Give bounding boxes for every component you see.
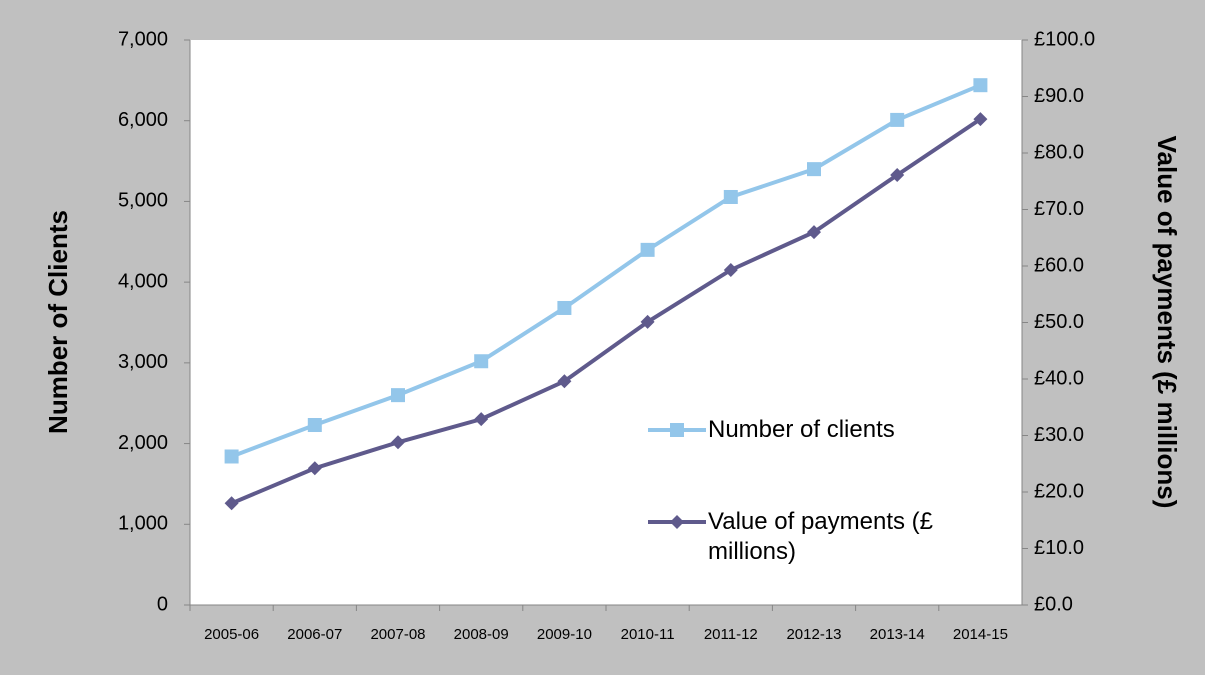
marker — [973, 112, 988, 127]
y2-tick-label: £80.0 — [1034, 141, 1084, 163]
marker — [807, 162, 821, 177]
y-tick-label: 3,000 — [118, 351, 168, 373]
x-tick-label: 2008-09 — [454, 626, 509, 643]
marker — [391, 435, 405, 450]
y2-tick-label: £60.0 — [1034, 254, 1084, 276]
y2-tick-label: £70.0 — [1034, 198, 1084, 220]
marker — [973, 78, 988, 93]
x-tick-label: 2011-12 — [704, 626, 758, 643]
y2-axis-title: Value of payments (£ millions) — [1152, 136, 1182, 509]
x-tick-label: 2005-06 — [204, 626, 259, 643]
marker — [307, 418, 322, 433]
y2-tick-label: £30.0 — [1034, 424, 1084, 446]
marker — [670, 423, 684, 437]
marker — [474, 412, 489, 427]
y-tick-label: 6,000 — [118, 109, 168, 131]
marker — [640, 314, 655, 329]
y-tick-label: 4,000 — [118, 270, 168, 292]
y2-tick-label: £100.0 — [1034, 28, 1095, 50]
y-tick-label: 7,000 — [118, 28, 168, 50]
x-tick-label: 2014-15 — [953, 626, 1008, 643]
marker — [890, 112, 905, 127]
legend-label: Value of payments (£ millions) — [708, 508, 934, 565]
y2-tick-label: £40.0 — [1034, 367, 1084, 389]
marker — [391, 388, 405, 403]
marker — [557, 300, 572, 315]
marker — [723, 189, 738, 204]
marker — [723, 262, 738, 277]
x-tick-label: 2012-13 — [786, 626, 841, 643]
y-tick-label: 0 — [157, 593, 168, 615]
y2-tick-label: £10.0 — [1034, 537, 1084, 559]
marker — [807, 225, 821, 240]
y2-tick-label: £0.0 — [1034, 593, 1073, 615]
marker — [640, 242, 655, 257]
y2-tick-label: £90.0 — [1034, 85, 1084, 107]
plot-area — [190, 40, 1022, 605]
marker — [890, 168, 905, 183]
y-tick-label: 5,000 — [118, 190, 168, 212]
marker — [224, 449, 239, 464]
legend-label: Number of clients — [708, 416, 895, 443]
series-line — [230, 83, 982, 459]
y-axis-title: Number of Clients — [43, 210, 73, 434]
x-tick-label: 2009-10 — [537, 626, 592, 643]
x-tick-label: 2007-08 — [370, 626, 425, 643]
series-line — [230, 117, 982, 506]
x-tick-label: 2010-11 — [621, 626, 675, 643]
marker — [307, 461, 322, 476]
x-tick-label: 2013-14 — [870, 626, 925, 643]
y-tick-label: 1,000 — [118, 513, 168, 535]
y2-tick-label: £20.0 — [1034, 480, 1084, 502]
marker — [224, 496, 239, 511]
marker — [670, 515, 684, 529]
y-tick-label: 2,000 — [118, 432, 168, 454]
x-tick-label: 2006-07 — [287, 626, 342, 643]
marker — [474, 354, 489, 369]
y2-tick-label: £50.0 — [1034, 311, 1084, 333]
marker — [557, 374, 572, 389]
